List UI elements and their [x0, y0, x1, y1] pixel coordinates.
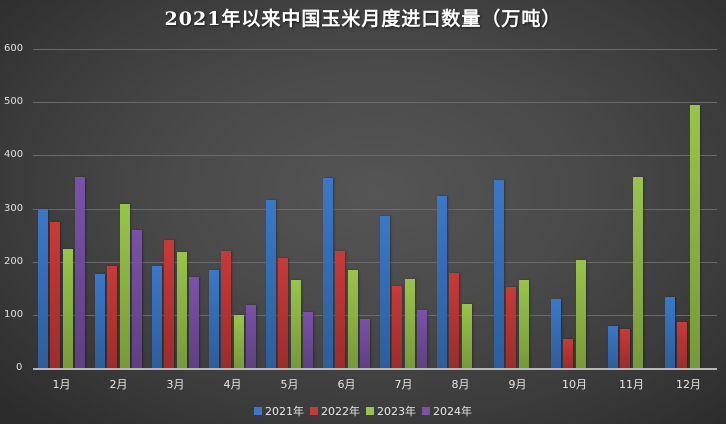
legend-label: 2021年 [265, 405, 304, 418]
bar-2024年-1月 [75, 177, 85, 368]
bar-2021年-12月 [665, 297, 675, 368]
bar-2021年-3月 [152, 266, 162, 368]
legend-label: 2023年 [377, 405, 416, 418]
bar-2022年-5月 [278, 258, 288, 368]
legend-item: 2021年 [254, 403, 304, 419]
legend-label: 2024年 [433, 405, 472, 418]
bar-2024年-5月 [303, 312, 313, 368]
bar-2023年-10月 [576, 260, 586, 368]
bar-2022年-2月 [107, 266, 117, 368]
legend-item: 2024年 [422, 403, 472, 419]
x-tick-label: 9月 [508, 378, 527, 391]
y-tick-label: 500 [4, 96, 24, 107]
bar-2023年-6月 [348, 270, 358, 368]
legend-label: 2022年 [321, 405, 360, 418]
bar-2021年-11月 [608, 326, 618, 368]
bar-2023年-7月 [405, 279, 415, 368]
bar-2022年-1月 [50, 222, 60, 368]
x-tick-label: 2月 [109, 378, 128, 391]
x-tick-label: 6月 [337, 378, 356, 391]
x-tick-label: 11月 [619, 378, 644, 391]
gridline [33, 315, 717, 316]
x-tick-label: 1月 [52, 378, 71, 391]
bar-2022年-8月 [449, 273, 459, 368]
bar-2021年-8月 [437, 196, 447, 368]
x-tick-label: 10月 [562, 378, 587, 391]
bar-2022年-10月 [563, 339, 573, 368]
bar-2021年-9月 [494, 180, 504, 368]
bar-2024年-6月 [360, 319, 370, 368]
x-tick-label: 7月 [394, 378, 413, 391]
chart-title: 2021年以来中国玉米月度进口数量（万吨） [164, 8, 562, 30]
gridline [33, 209, 717, 210]
y-tick-label: 200 [4, 256, 24, 267]
bar-2021年-10月 [551, 299, 561, 368]
legend: 2021年 2022年 2023年 2024年 [0, 403, 726, 419]
bar-2022年-6月 [335, 251, 345, 368]
y-tick-label: 0 [16, 362, 23, 373]
bar-2021年-6月 [323, 178, 333, 368]
bar-2022年-4月 [221, 251, 231, 368]
bar-2023年-5月 [291, 280, 301, 368]
x-tick-label: 5月 [280, 378, 299, 391]
bar-2023年-11月 [633, 177, 643, 368]
gridline [33, 155, 717, 156]
gridline [33, 262, 717, 263]
bar-2024年-3月 [189, 277, 199, 368]
gridline [33, 102, 717, 103]
legend-swatch-icon [254, 407, 262, 415]
legend-swatch-icon [310, 407, 318, 415]
bar-2022年-9月 [506, 287, 516, 368]
bar-2023年-9月 [519, 280, 529, 368]
bar-2023年-1月 [63, 249, 73, 368]
bar-2021年-1月 [38, 209, 48, 369]
bar-2021年-2月 [95, 274, 105, 368]
bar-2022年-7月 [392, 286, 402, 368]
y-tick-label: 600 [4, 43, 24, 54]
bar-2024年-4月 [246, 305, 256, 368]
x-tick-label: 3月 [166, 378, 185, 391]
legend-swatch-icon [422, 407, 430, 415]
bar-2023年-2月 [120, 204, 130, 368]
bar-2024年-7月 [417, 310, 427, 368]
x-axis-line [33, 368, 717, 370]
x-tick-label: 8月 [451, 378, 470, 391]
legend-swatch-icon [366, 407, 374, 415]
bar-2024年-2月 [132, 230, 142, 368]
x-tick-label: 4月 [223, 378, 242, 391]
legend-item: 2022年 [310, 403, 360, 419]
bar-2023年-12月 [690, 105, 700, 368]
bar-2023年-3月 [177, 252, 187, 368]
bar-2023年-8月 [462, 304, 472, 368]
bar-2022年-11月 [620, 329, 630, 368]
gridline [33, 49, 717, 50]
bar-2021年-4月 [209, 270, 219, 368]
bar-2021年-5月 [266, 200, 276, 368]
bar-2021年-7月 [380, 216, 390, 368]
bar-2022年-12月 [677, 322, 687, 368]
bar-2023年-4月 [234, 315, 244, 368]
legend-item: 2023年 [366, 403, 416, 419]
y-tick-label: 400 [4, 149, 24, 160]
y-tick-label: 300 [4, 203, 24, 214]
x-tick-label: 12月 [676, 378, 701, 391]
y-tick-label: 100 [4, 309, 24, 320]
bar-2022年-3月 [164, 240, 174, 368]
